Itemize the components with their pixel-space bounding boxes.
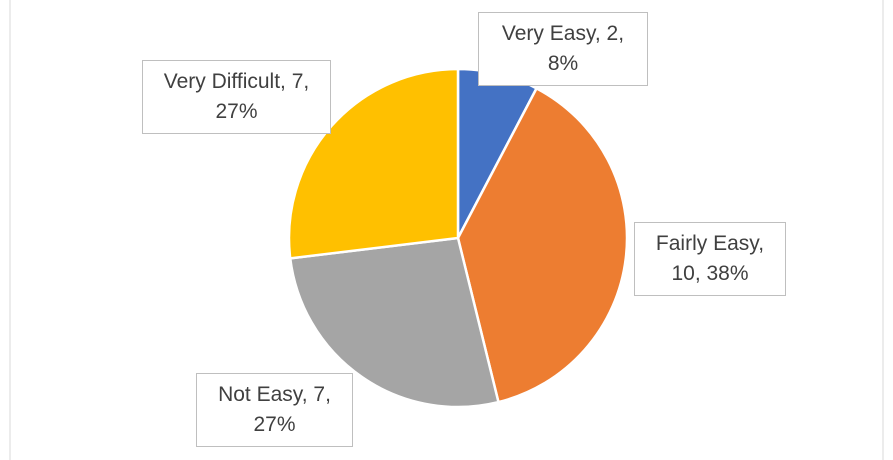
pie-slice [287, 67, 460, 260]
data-label: Very Easy, 2, 8% [478, 12, 648, 86]
chart-border [9, 0, 884, 460]
pie-slice [456, 86, 629, 404]
pie-slice [288, 236, 500, 409]
data-label: Not Easy, 7, 27% [196, 373, 353, 447]
data-label: Very Difficult, 7, 27% [142, 60, 331, 134]
data-label: Fairly Easy, 10, 38% [634, 222, 786, 296]
